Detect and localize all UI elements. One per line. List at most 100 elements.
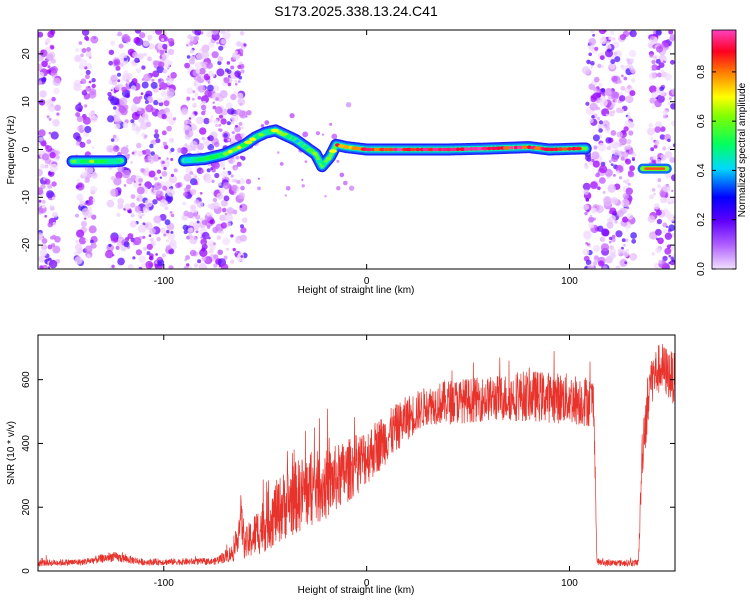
noise-speck xyxy=(52,245,61,254)
noise-speck xyxy=(52,221,57,226)
colorbar-gradient xyxy=(712,30,736,269)
noise-speck xyxy=(220,263,229,269)
ridge-peak xyxy=(106,159,114,164)
noise-speck xyxy=(172,117,177,121)
noise-speck xyxy=(324,195,327,198)
noise-speck xyxy=(38,199,42,203)
noise-speck xyxy=(234,70,242,78)
noise-speck xyxy=(79,59,88,67)
noise-speck xyxy=(52,211,59,218)
ridge-peak xyxy=(294,139,301,143)
noise-speck xyxy=(147,43,155,50)
noise-speck xyxy=(657,237,664,245)
noise-speck xyxy=(585,259,592,266)
noise-speck xyxy=(41,60,48,68)
noise-speck xyxy=(236,180,241,184)
noise-speck xyxy=(230,234,234,238)
noise-speck xyxy=(212,202,220,210)
noise-speck xyxy=(331,133,338,140)
noise-speck xyxy=(224,68,230,73)
noise-speck xyxy=(117,31,123,37)
noise-speck xyxy=(49,152,56,159)
noise-speck xyxy=(626,229,629,232)
noise-speck xyxy=(111,264,115,268)
noise-speck xyxy=(625,187,633,195)
noise-speck xyxy=(194,92,199,97)
noise-speck xyxy=(599,236,606,242)
noise-speck xyxy=(38,232,44,241)
noise-speck xyxy=(196,220,200,224)
noise-speck xyxy=(231,120,235,125)
noise-speck xyxy=(127,263,134,269)
colorbar-tick-label: 0.4 xyxy=(696,163,707,177)
noise-speck xyxy=(194,199,200,205)
noise-speck xyxy=(614,140,621,147)
noise-speck xyxy=(651,91,658,98)
noise-speck xyxy=(164,206,169,211)
noise-speck xyxy=(602,265,608,269)
noise-speck xyxy=(153,99,159,106)
noise-speck xyxy=(130,202,136,208)
noise-speck xyxy=(161,253,166,258)
noise-speck xyxy=(45,145,53,153)
noise-speck xyxy=(602,120,610,129)
noise-speck xyxy=(196,142,205,151)
noise-speck xyxy=(587,264,595,269)
noise-speck xyxy=(654,99,662,108)
noise-speck xyxy=(127,210,131,213)
noise-speck xyxy=(195,69,200,74)
noise-speck xyxy=(234,50,238,55)
noise-speck xyxy=(107,91,112,97)
noise-speck xyxy=(116,212,121,217)
noise-speck xyxy=(277,151,280,154)
noise-speck xyxy=(200,104,207,111)
noise-speck xyxy=(163,144,169,150)
noise-speck xyxy=(138,178,143,183)
noise-speck xyxy=(166,88,175,97)
noise-speck xyxy=(602,190,606,194)
noise-speck xyxy=(155,253,159,256)
noise-speck xyxy=(145,90,153,98)
snr-y-label: SNR (10 * v/v) xyxy=(6,421,17,485)
noise-speck xyxy=(161,145,165,149)
noise-speck xyxy=(77,125,84,132)
noise-speck xyxy=(85,166,94,174)
noise-speck xyxy=(235,124,238,128)
noise-speck xyxy=(240,132,246,138)
noise-speck xyxy=(183,210,190,217)
noise-speck xyxy=(38,187,44,195)
noise-speck xyxy=(170,147,175,152)
noise-speck xyxy=(38,99,46,106)
noise-speck xyxy=(617,248,624,255)
noise-speck xyxy=(230,65,235,70)
noise-speck xyxy=(220,222,228,229)
noise-speck xyxy=(142,235,146,239)
noise-speck xyxy=(610,59,616,65)
noise-speck xyxy=(648,123,653,128)
noise-speck xyxy=(146,251,151,256)
noise-speck xyxy=(672,143,675,148)
noise-speck xyxy=(195,230,199,234)
noise-speck xyxy=(599,177,606,184)
noise-speck xyxy=(135,249,142,256)
noise-speck xyxy=(153,189,157,193)
noise-speck xyxy=(187,34,192,39)
noise-speck xyxy=(631,238,637,244)
ridge-peak xyxy=(371,147,376,152)
noise-speck xyxy=(664,151,673,159)
noise-speck xyxy=(592,217,597,221)
ridge-peak xyxy=(401,147,408,152)
noise-speck xyxy=(86,47,91,52)
noise-speck xyxy=(596,89,601,93)
noise-speck xyxy=(117,198,124,205)
noise-speck xyxy=(591,208,597,214)
noise-speck xyxy=(223,133,228,138)
noise-speck xyxy=(670,200,674,204)
ridge-peak xyxy=(471,147,481,151)
noise-speck xyxy=(149,227,156,235)
noise-speck xyxy=(86,253,91,259)
x-tick-label: -100 xyxy=(154,276,174,287)
noise-speck xyxy=(588,45,594,51)
noise-speck xyxy=(652,105,656,109)
ridge-peak xyxy=(285,134,291,139)
